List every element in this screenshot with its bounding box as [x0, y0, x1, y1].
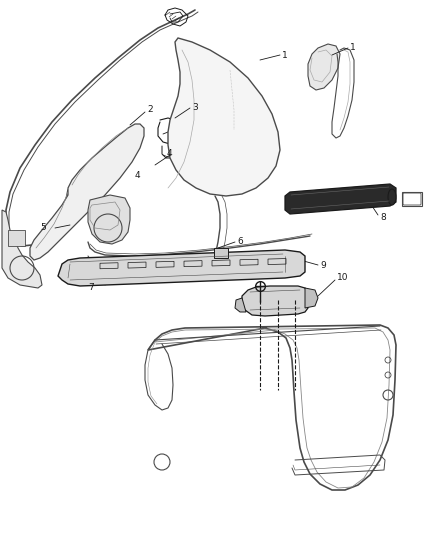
Text: 1: 1 — [350, 43, 356, 52]
Polygon shape — [58, 250, 305, 286]
Text: 6: 6 — [237, 237, 243, 246]
Polygon shape — [214, 248, 228, 258]
Polygon shape — [168, 38, 280, 196]
Text: 5: 5 — [40, 223, 46, 232]
Polygon shape — [235, 298, 246, 312]
Text: 1: 1 — [282, 51, 288, 60]
Polygon shape — [2, 210, 42, 288]
Text: 10: 10 — [337, 273, 349, 282]
Text: 2: 2 — [147, 106, 152, 115]
Polygon shape — [305, 288, 318, 308]
Polygon shape — [242, 286, 308, 316]
Polygon shape — [88, 195, 130, 244]
Text: 4: 4 — [166, 149, 172, 158]
Polygon shape — [30, 124, 144, 260]
Text: 9: 9 — [320, 262, 326, 271]
Text: 7: 7 — [88, 284, 94, 293]
Text: 3: 3 — [192, 102, 198, 111]
Polygon shape — [285, 184, 396, 214]
Ellipse shape — [388, 189, 396, 205]
Text: 4: 4 — [135, 171, 141, 180]
Polygon shape — [8, 230, 25, 246]
Polygon shape — [308, 44, 340, 90]
Text: 8: 8 — [380, 213, 386, 222]
